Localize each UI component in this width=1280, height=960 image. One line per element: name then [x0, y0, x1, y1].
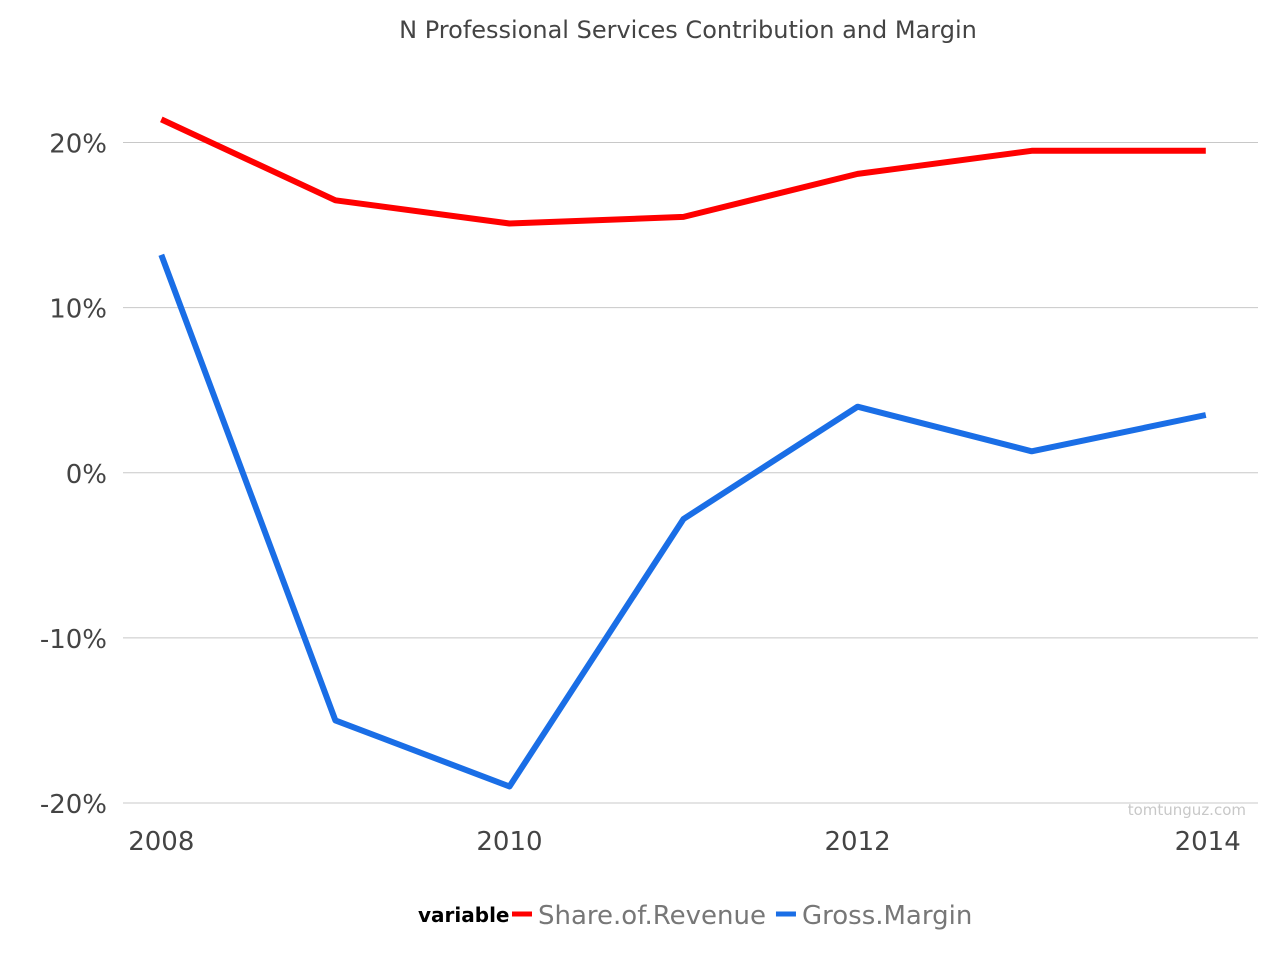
y-tick-label: -10%: [40, 625, 107, 655]
watermark: tomtunguz.com: [1128, 801, 1246, 819]
y-axis: -20% -10% 0% 10% 20%: [40, 130, 107, 820]
grid: [123, 142, 1258, 804]
x-tick-label: 2010: [476, 827, 542, 857]
x-tick-label: 2014: [1175, 827, 1241, 857]
x-axis: 2008 2010 2012 2014: [128, 827, 1241, 857]
legend-title: variable: [418, 903, 509, 927]
series-group: [158, 116, 1207, 790]
y-tick-label: 20%: [49, 130, 107, 160]
series-line-share-of-revenue: [160, 116, 1206, 227]
legend-label: Gross.Margin: [802, 901, 972, 931]
x-tick-label: 2008: [128, 827, 194, 857]
series-line-gross-margin: [158, 253, 1207, 790]
legend-items: Share.of.Revenue Gross.Margin: [512, 901, 972, 931]
legend-label: Share.of.Revenue: [538, 901, 766, 931]
y-tick-label: -20%: [40, 790, 107, 820]
legend: variable Share.of.Revenue Gross.Margin: [418, 901, 972, 931]
y-tick-label: 0%: [66, 460, 107, 490]
chart-title: N Professional Services Contribution and…: [399, 16, 977, 44]
y-tick-label: 10%: [49, 295, 107, 325]
x-tick-label: 2012: [825, 827, 891, 857]
